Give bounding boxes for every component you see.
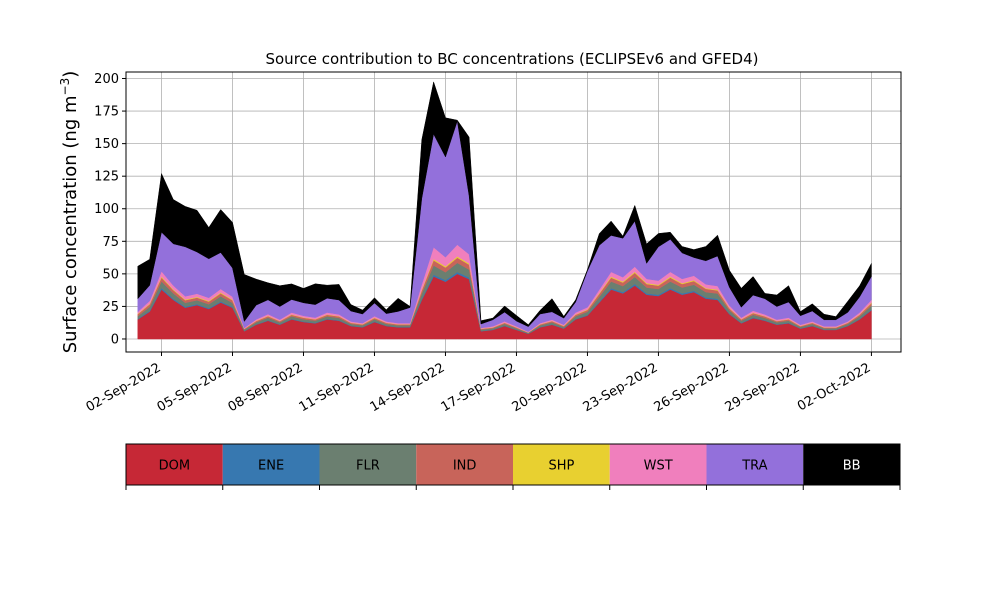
y-tick-label: 50 (102, 267, 119, 282)
legend-swatch-tra (706, 444, 804, 485)
legend-label-tra: TRA (741, 459, 767, 474)
legend-swatch-ind (416, 444, 513, 485)
legend-swatch-dom (126, 444, 223, 485)
y-tick-label: 175 (94, 105, 119, 120)
plot-frame (125, 71, 902, 353)
y-tick-label: 150 (94, 137, 119, 152)
x-tick-label: 14-Sep-2022 (368, 360, 448, 415)
x-tick-label: 11-Sep-2022 (297, 360, 377, 415)
legend-label-bb: BB (843, 459, 861, 474)
legend-swatch-bb (803, 444, 900, 485)
legend-swatch-wst (609, 444, 707, 485)
x-tick-label: 20-Sep-2022 (510, 360, 590, 415)
legend-swatch-shp (513, 444, 610, 485)
x-tick-label: 29-Sep-2022 (723, 360, 803, 415)
x-tick-label: 02-Oct-2022 (795, 360, 873, 414)
y-tick-label: 125 (94, 170, 119, 185)
area-series-bb (137, 80, 872, 327)
legend-swatch-flr (319, 444, 417, 485)
legend-label-wst: WST (644, 459, 673, 474)
legend-colorbar: DOM ENE FLR IND SHP WST TRA BB (125, 443, 901, 490)
y-axis-title: Surface concentration (ng m−3) (58, 71, 81, 354)
y-axis-title-close: ) (60, 71, 81, 78)
y-tick-label: 200 (94, 72, 119, 87)
x-tick-label: 26-Sep-2022 (652, 360, 732, 415)
chart-title: Source contribution to BC concentrations… (265, 50, 758, 68)
legend-label-shp: SHP (548, 459, 574, 474)
legend-label-dom: DOM (159, 459, 190, 474)
y-tick-label: 0 (111, 332, 119, 347)
legend-swatch-ene (222, 444, 320, 485)
legend-label-ind: IND (453, 459, 477, 474)
legend-label-flr: FLR (356, 459, 380, 474)
y-axis-title-main: Surface concentration (ng m (60, 95, 81, 353)
y-tick-label: 75 (102, 235, 119, 250)
x-tick-label: 02-Sep-2022 (84, 360, 164, 415)
x-tick-label: 23-Sep-2022 (581, 360, 661, 415)
legend-label-ene: ENE (258, 459, 284, 474)
x-axis-ticks: 02-Sep-202205-Sep-202208-Sep-202211-Sep-… (84, 352, 873, 415)
x-tick-label: 17-Sep-2022 (439, 360, 519, 415)
y-tick-label: 25 (102, 300, 119, 315)
y-tick-label: 100 (94, 202, 119, 217)
x-tick-label: 08-Sep-2022 (226, 360, 306, 415)
y-axis-title-exponent: −3 (58, 78, 72, 96)
x-tick-label: 05-Sep-2022 (155, 360, 235, 415)
y-axis-ticks: 0 25 50 75 100 125 150 175 200 (94, 72, 126, 347)
stacked-areas (137, 80, 872, 340)
